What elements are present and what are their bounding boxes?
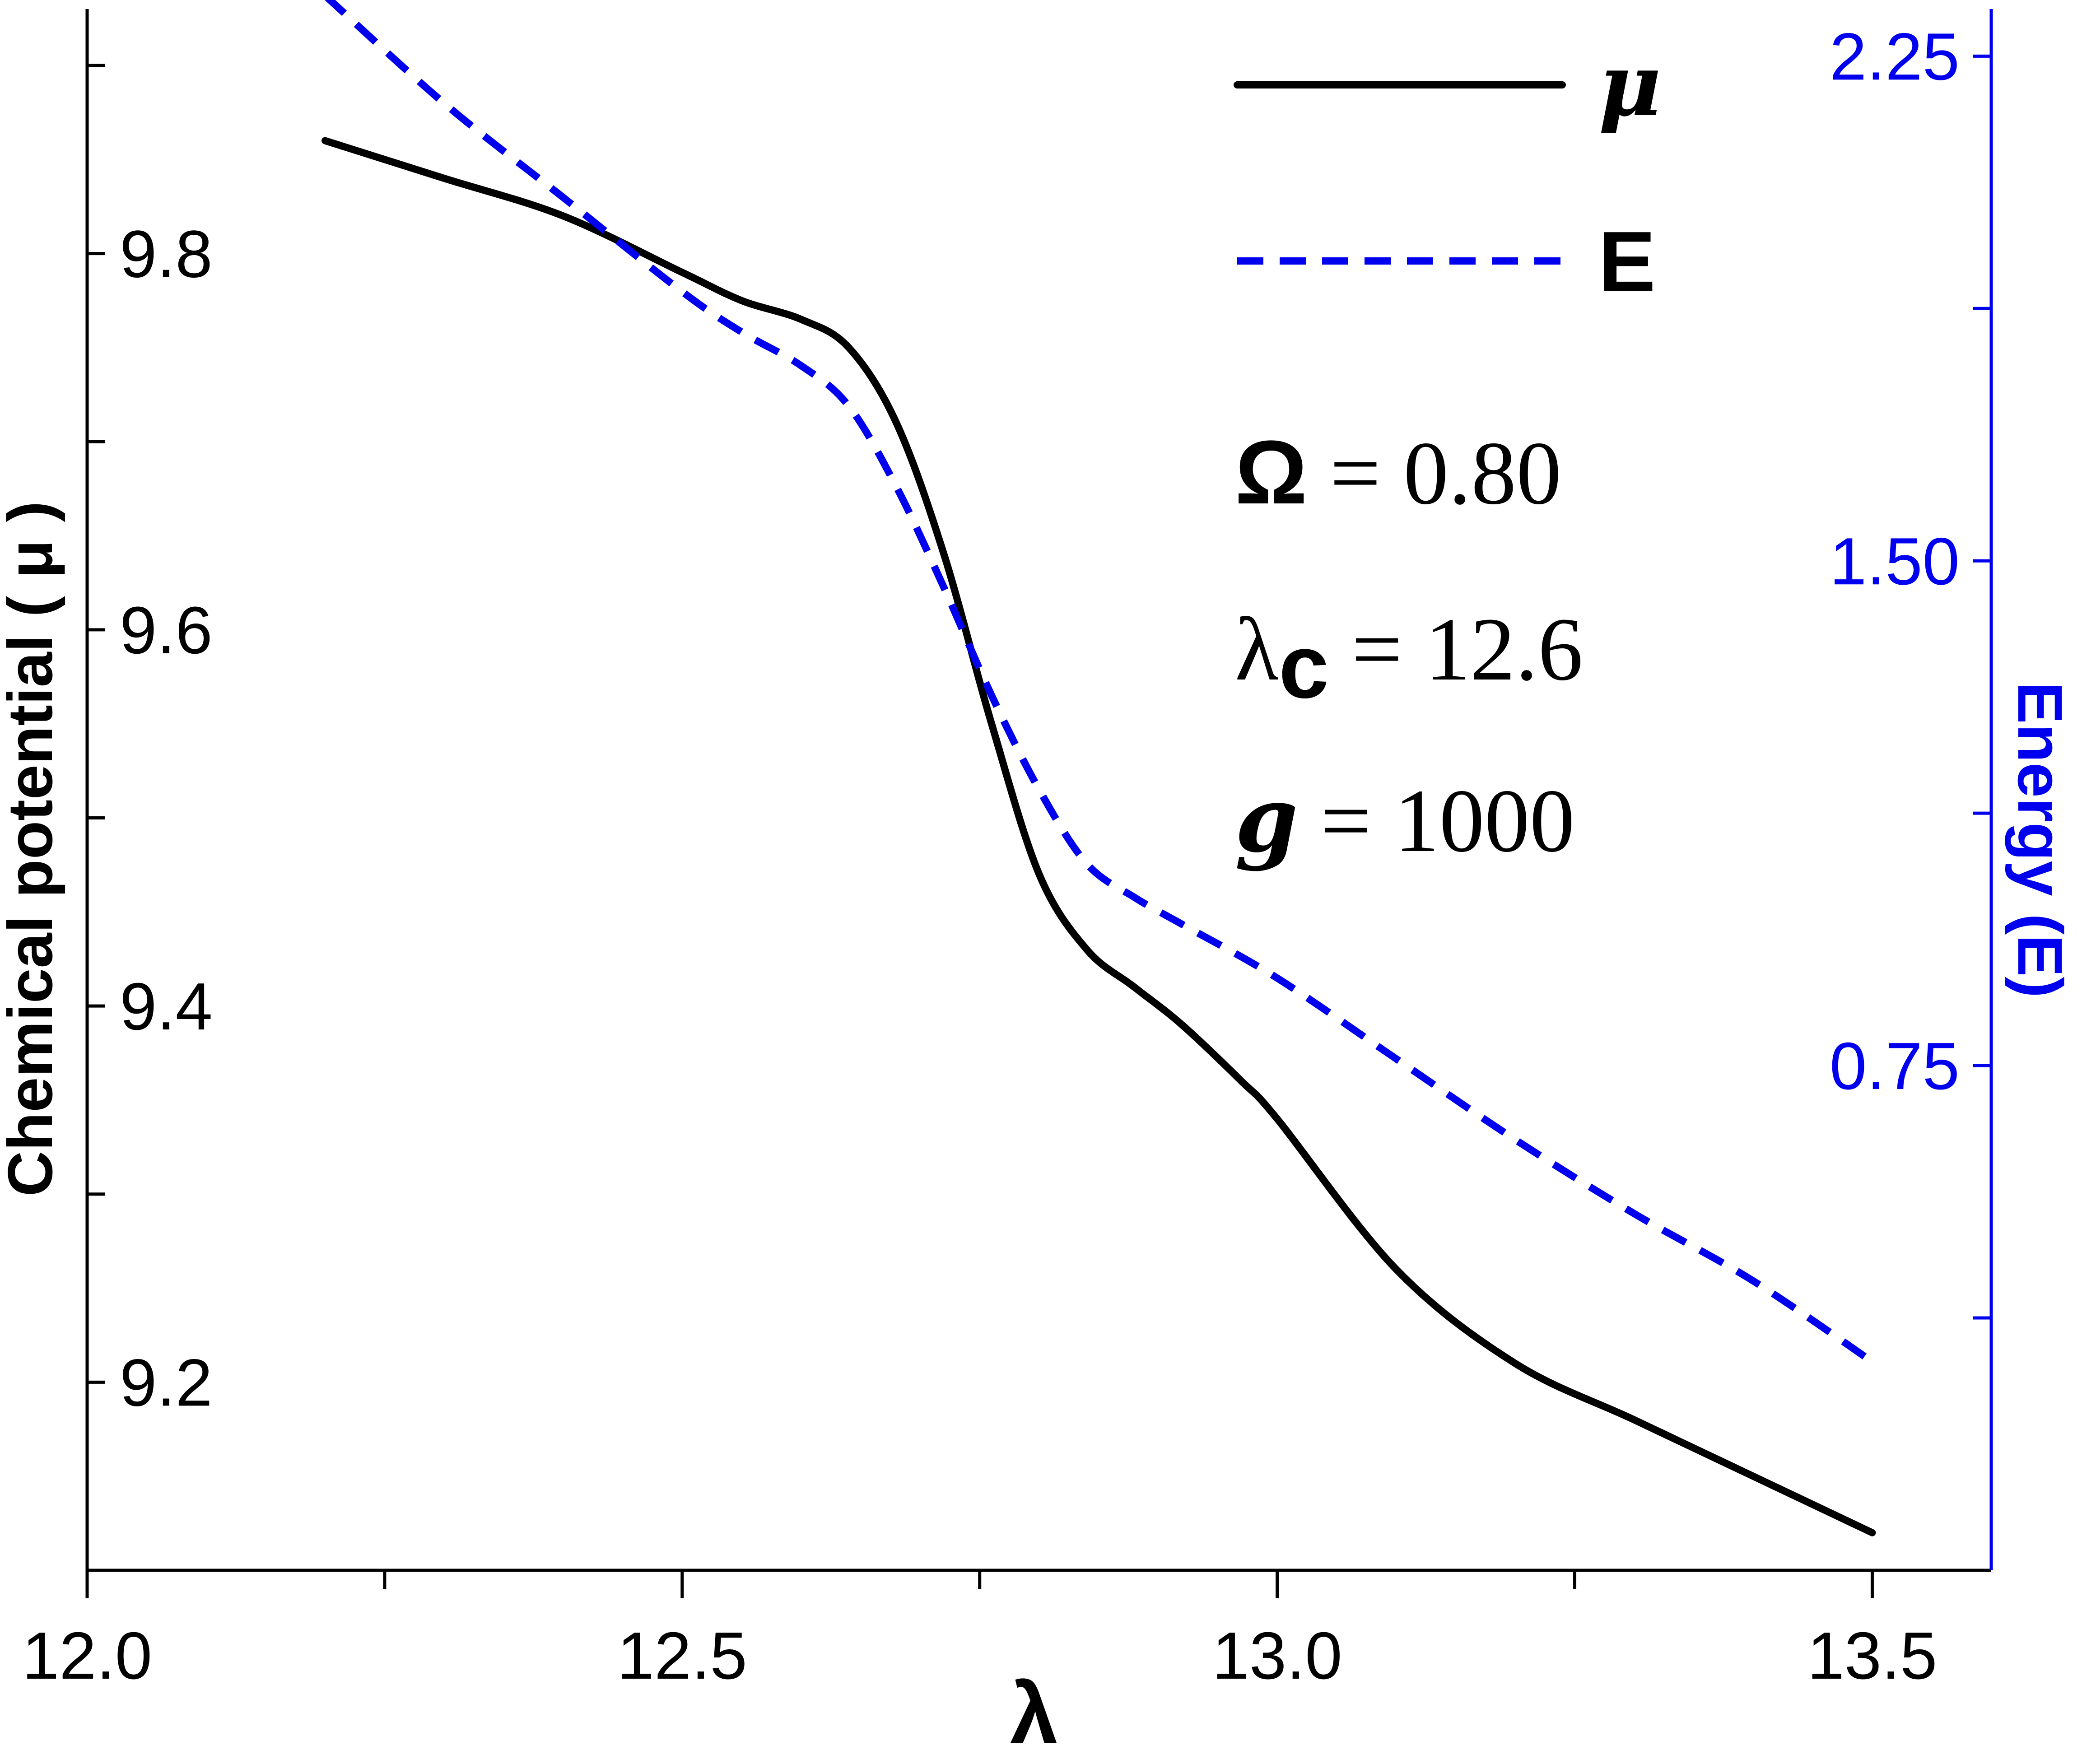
- y-tick-label: 9.2: [120, 1345, 213, 1420]
- lambda-c-symbol: λ: [1235, 600, 1279, 699]
- x-tick-label: 12.0: [22, 1619, 152, 1693]
- lambda-c-subscript: c: [1279, 616, 1329, 717]
- y2-axis-title: Energy (E): [2005, 682, 2076, 998]
- y-tick-label: 9.6: [120, 593, 213, 668]
- parameter-annotations: Ω = 0.80 λc = 12.6 g = 1000: [1235, 422, 1583, 873]
- legend-label-e: E: [1598, 214, 1656, 310]
- y-tick-label: 9.8: [120, 217, 213, 292]
- annotation-lambda-c: λc = 12.6: [1235, 600, 1583, 717]
- legend-label-mu: μ: [1598, 35, 1661, 135]
- g-value: = 1000: [1298, 771, 1575, 871]
- y2-tick-label: 2.25: [1830, 19, 1960, 94]
- annotation-omega: Ω = 0.80: [1235, 422, 1561, 523]
- x-tick-label: 13.5: [1807, 1619, 1937, 1693]
- y-tick-label: 9.4: [120, 969, 213, 1044]
- omega-symbol: Ω: [1235, 422, 1307, 523]
- y2-tick-label: 0.75: [1830, 1029, 1960, 1103]
- g-symbol: g: [1235, 767, 1298, 873]
- omega-value: = 0.80: [1307, 424, 1561, 523]
- series-e-line: [324, 0, 1874, 1365]
- axes: 12.0 12.5 13.0 13.5 9.2 9.4 9.6 9.8 0.75 1.50 2.25: [22, 9, 1993, 1693]
- annotation-g: g = 1000: [1235, 767, 1575, 873]
- legend: μ E: [1234, 35, 1661, 310]
- y-axis-title: Chemical potential ( μ ): [0, 501, 65, 1196]
- lambda-c-value: = 12.6: [1329, 600, 1583, 699]
- x-tick-label: 12.5: [617, 1619, 747, 1693]
- series-mu-line: [321, 137, 1876, 1536]
- series-layer: [321, 0, 1876, 1536]
- y2-tick-label: 1.50: [1830, 524, 1960, 599]
- x-tick-label: 13.0: [1212, 1619, 1342, 1693]
- x-axis-title: λ: [1010, 1666, 1058, 1761]
